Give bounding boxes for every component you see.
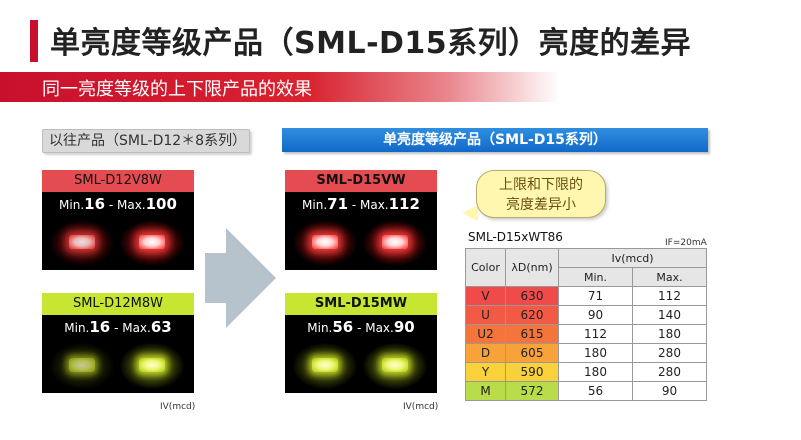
brightness-range: Min.16 - Max.100 — [42, 195, 194, 213]
cell-max: 280 — [633, 344, 707, 363]
table-condition: IF=20mA — [665, 238, 707, 248]
led-photo: Min.56 - Max.90 — [285, 315, 437, 393]
cell-wavelength: 620 — [506, 306, 559, 325]
cell-max: 90 — [633, 382, 707, 401]
panel-label: SML-D15MW — [285, 293, 437, 315]
header-min: Min. — [559, 268, 633, 287]
arrow-right-icon — [226, 228, 276, 328]
cell-min: 71 — [559, 287, 633, 306]
cell-min: 112 — [559, 325, 633, 344]
led-chip-max — [139, 235, 165, 249]
callout-line-1: 上限和下限的 — [477, 175, 605, 195]
brightness-range: Min.71 - Max.112 — [285, 195, 437, 213]
led-photo: Min.16 - Max.63 — [42, 315, 194, 393]
single-rank-product-header: 单亮度等级产品（SML-D15系列） — [282, 128, 708, 152]
cell-wavelength: 572 — [506, 382, 559, 401]
led-chip-min — [312, 235, 338, 249]
cell-max: 112 — [633, 287, 707, 306]
led-photo: Min.71 - Max.112 — [285, 192, 437, 270]
cell-color: D — [466, 344, 506, 363]
led-chip-min — [69, 358, 95, 372]
cell-min: 90 — [559, 306, 633, 325]
table-row: M 572 56 90 — [466, 382, 707, 401]
cell-max: 180 — [633, 325, 707, 344]
cell-min: 180 — [559, 344, 633, 363]
callout-line-2: 亮度差异小 — [477, 195, 605, 215]
panel-label: SML-D12V8W — [42, 170, 194, 192]
panel-old-red: SML-D12V8W Min.16 - Max.100 — [42, 170, 194, 270]
cell-wavelength: 630 — [506, 287, 559, 306]
unit-label-left: IV(mcd) — [160, 402, 195, 412]
table-row: U 620 90 140 — [466, 306, 707, 325]
cell-color: U — [466, 306, 506, 325]
led-chip-min — [69, 235, 95, 249]
panel-new-green: SML-D15MW Min.56 - Max.90 — [285, 293, 437, 393]
spec-table: Color λD(nm) Iv(mcd) Min. Max. V 630 71 112… — [465, 248, 707, 401]
panel-label: SML-D12M8W — [42, 293, 194, 315]
callout-bubble: 上限和下限的 亮度差异小 — [476, 170, 606, 218]
cell-color: Y — [466, 363, 506, 382]
header-max: Max. — [633, 268, 707, 287]
cell-wavelength: 615 — [506, 325, 559, 344]
cell-max: 140 — [633, 306, 707, 325]
led-chip-min — [312, 358, 338, 372]
arrow-stem — [205, 253, 227, 303]
panel-label: SML-D15VW — [285, 170, 437, 192]
header-iv: Iv(mcd) — [559, 249, 707, 268]
header-wavelength: λD(nm) — [506, 249, 559, 287]
brightness-range: Min.16 - Max.63 — [42, 318, 194, 336]
cell-color: M — [466, 382, 506, 401]
previous-product-header: 以往产品（SML-D12＊8系列） — [42, 129, 250, 153]
table-row: Y 590 180 280 — [466, 363, 707, 382]
table-row: U2 615 112 180 — [466, 325, 707, 344]
cell-color: U2 — [466, 325, 506, 344]
cell-color: V — [466, 287, 506, 306]
table-row: D 605 180 280 — [466, 344, 707, 363]
cell-min: 56 — [559, 382, 633, 401]
panel-new-red: SML-D15VW Min.71 - Max.112 — [285, 170, 437, 270]
brightness-range: Min.56 - Max.90 — [285, 318, 437, 336]
cell-max: 280 — [633, 363, 707, 382]
led-photo: Min.16 - Max.100 — [42, 192, 194, 270]
led-chip-max — [382, 235, 408, 249]
page-title: 单亮度等级产品（SML-D15系列）亮度的差异 — [50, 18, 691, 62]
led-chip-max — [139, 358, 165, 372]
unit-label-right: IV(mcd) — [403, 402, 438, 412]
table-header-row: Color λD(nm) Iv(mcd) — [466, 249, 707, 268]
cell-min: 180 — [559, 363, 633, 382]
cell-wavelength: 590 — [506, 363, 559, 382]
table-title: SML-D15xWT86 — [468, 230, 563, 244]
title-accent-bar — [30, 20, 38, 62]
table-row: V 630 71 112 — [466, 287, 707, 306]
panel-old-green: SML-D12M8W Min.16 - Max.63 — [42, 293, 194, 393]
callout-tail — [462, 205, 478, 221]
led-chip-max — [382, 358, 408, 372]
header-color: Color — [466, 249, 506, 287]
page-subtitle: 同一亮度等级的上下限产品的效果 — [42, 75, 312, 101]
cell-wavelength: 605 — [506, 344, 559, 363]
